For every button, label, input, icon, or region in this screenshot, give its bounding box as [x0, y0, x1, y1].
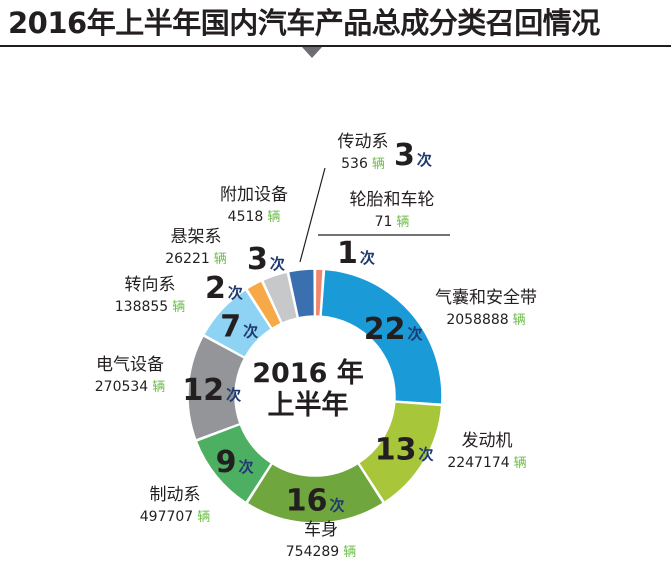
donut-slice-6 [202, 288, 273, 359]
donut-slice-3 [246, 462, 385, 524]
category-vehicles-2: 2247174 辆 [447, 455, 526, 471]
donut-slice-5 [187, 334, 246, 441]
donut-slice-4 [195, 423, 273, 504]
category-name-8: 附加设备 [220, 185, 288, 205]
category-vehicles-3: 754289 辆 [286, 544, 356, 560]
category-name-2: 发动机 [462, 431, 513, 451]
category-name-5: 电气设备 [96, 355, 164, 375]
donut-slice-1 [320, 268, 443, 405]
category-vehicles-5: 270534 辆 [95, 379, 165, 395]
category-name-6: 转向系 [125, 275, 176, 295]
donut-slice-8 [261, 271, 299, 325]
donut-slices [187, 268, 443, 524]
count-label-2: 13 次 [375, 433, 434, 468]
count-labels: 22 次13 次16 次9 次12 次7 次2 次3 次3 次1 次 [182, 138, 433, 518]
leader-lines [299, 167, 450, 263]
chart-title: 2016年上半年国内汽车产品总成分类召回情况 [8, 6, 600, 40]
category-name-9: 传动系 [338, 132, 389, 152]
leader-line-9 [299, 167, 326, 263]
center-label-year: 2016 年 [252, 357, 364, 389]
donut-slice-10 [314, 268, 324, 317]
category-vehicles-8: 4518 辆 [228, 209, 281, 225]
category-vehicles-10: 71 辆 [375, 214, 410, 230]
donut-slice-2 [357, 401, 443, 504]
category-name-7: 悬架系 [171, 227, 222, 247]
category-vehicles-7: 26221 辆 [165, 251, 227, 267]
category-name-1: 气囊和安全带 [435, 288, 537, 308]
title-rule [0, 45, 671, 47]
category-vehicles-4: 497707 辆 [140, 509, 210, 525]
title-notch-marker [302, 47, 322, 58]
category-name-10: 轮胎和车轮 [350, 190, 435, 210]
count-label-5: 12 次 [182, 373, 241, 408]
category-vehicles-6: 138855 辆 [115, 299, 185, 315]
category-vehicles-1: 2058888 辆 [446, 312, 525, 328]
category-name-4: 制动系 [150, 485, 201, 505]
category-vehicles-9: 536 辆 [341, 156, 385, 172]
center-label-half: 上半年 [268, 389, 349, 421]
count-label-1: 22 次 [364, 312, 423, 347]
category-name-3: 车身 [304, 520, 338, 540]
count-label-3: 16 次 [286, 483, 345, 518]
donut-slice-7 [245, 279, 283, 330]
donut-slice-9 [287, 268, 316, 319]
